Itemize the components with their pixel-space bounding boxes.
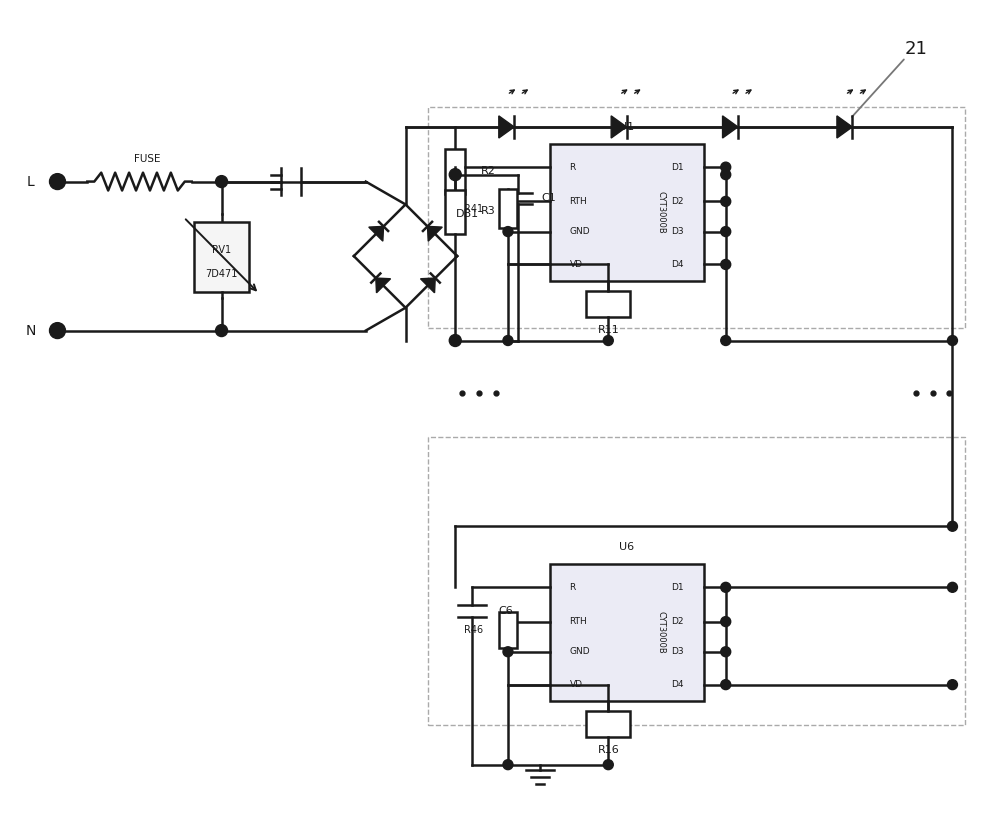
Polygon shape <box>723 116 738 138</box>
Text: C6: C6 <box>498 606 513 616</box>
Circle shape <box>721 196 731 206</box>
Circle shape <box>948 582 957 592</box>
Circle shape <box>449 335 461 347</box>
Text: 7D471: 7D471 <box>205 269 238 279</box>
Text: L: L <box>27 175 34 189</box>
Text: D4: D4 <box>671 681 684 689</box>
Text: CYT3000B: CYT3000B <box>656 611 665 654</box>
Text: D4: D4 <box>671 260 684 269</box>
Bar <box>428 107 965 327</box>
Circle shape <box>50 174 65 190</box>
Circle shape <box>948 680 957 690</box>
Text: R3: R3 <box>481 206 496 216</box>
Text: D3: D3 <box>671 227 684 236</box>
Polygon shape <box>420 278 435 293</box>
Text: U6: U6 <box>619 542 634 552</box>
Circle shape <box>216 325 228 337</box>
Bar <box>586 711 630 736</box>
Circle shape <box>948 336 957 346</box>
Polygon shape <box>611 116 627 138</box>
Circle shape <box>721 647 731 656</box>
Circle shape <box>721 336 731 346</box>
Polygon shape <box>369 226 384 241</box>
Text: D2: D2 <box>671 617 684 626</box>
Circle shape <box>449 169 461 180</box>
Text: D1: D1 <box>671 163 684 172</box>
Text: GND: GND <box>570 647 590 656</box>
Polygon shape <box>499 116 514 138</box>
Text: FUSE: FUSE <box>134 154 160 164</box>
Text: RTH: RTH <box>570 617 587 626</box>
Bar <box>586 291 630 316</box>
Text: VD: VD <box>570 681 583 689</box>
Bar <box>499 612 517 648</box>
Text: C1: C1 <box>542 194 557 204</box>
Text: R2: R2 <box>481 165 496 175</box>
Circle shape <box>50 322 65 338</box>
Bar <box>499 190 517 228</box>
Bar <box>428 437 965 725</box>
Circle shape <box>503 760 513 770</box>
Circle shape <box>721 582 731 592</box>
Bar <box>194 222 249 292</box>
Text: D3: D3 <box>671 647 684 656</box>
Text: R16: R16 <box>597 745 619 755</box>
Text: N: N <box>25 324 36 337</box>
Circle shape <box>216 175 228 188</box>
Text: DB1: DB1 <box>456 210 479 220</box>
Text: R11: R11 <box>597 325 619 335</box>
Polygon shape <box>428 226 442 241</box>
Circle shape <box>721 170 731 180</box>
Circle shape <box>603 336 613 346</box>
Circle shape <box>603 760 613 770</box>
Text: GND: GND <box>570 227 590 236</box>
Bar <box>550 564 704 701</box>
Circle shape <box>721 680 731 690</box>
Text: VD: VD <box>570 260 583 269</box>
Text: RTH: RTH <box>570 197 587 206</box>
Text: 21: 21 <box>904 40 927 58</box>
Polygon shape <box>376 278 391 293</box>
Bar <box>445 149 465 194</box>
Text: CYT3000B: CYT3000B <box>656 191 665 234</box>
Circle shape <box>721 226 731 236</box>
Text: D2: D2 <box>671 197 684 206</box>
Text: R: R <box>570 163 576 172</box>
Circle shape <box>503 336 513 346</box>
Circle shape <box>948 521 957 531</box>
Text: R: R <box>570 583 576 592</box>
Text: RV1: RV1 <box>212 245 231 256</box>
Text: D1: D1 <box>671 583 684 592</box>
Circle shape <box>503 226 513 236</box>
Bar <box>445 190 465 235</box>
Polygon shape <box>837 116 852 138</box>
Circle shape <box>721 162 731 172</box>
Text: R41: R41 <box>464 204 483 214</box>
Circle shape <box>721 616 731 626</box>
Circle shape <box>721 260 731 270</box>
Circle shape <box>503 647 513 656</box>
Bar <box>550 144 704 281</box>
Text: R46: R46 <box>464 625 483 635</box>
Text: U1: U1 <box>619 122 634 132</box>
